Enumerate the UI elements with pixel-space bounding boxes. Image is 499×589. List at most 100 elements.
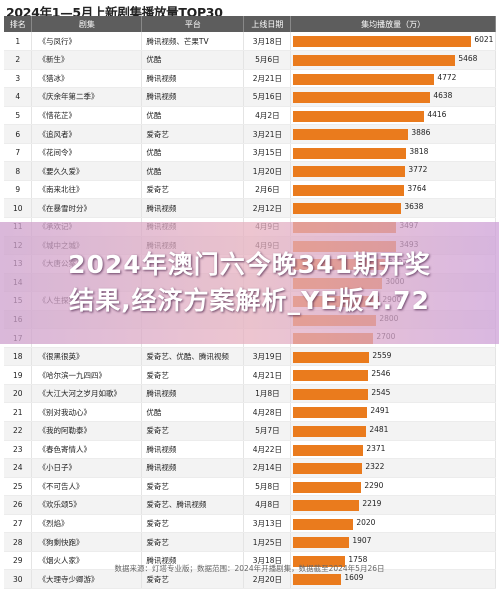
- date-cell: 2月6日: [243, 180, 292, 200]
- plays-bar: [293, 166, 406, 178]
- date-cell: 4月22日: [243, 440, 292, 460]
- show-name-cell: 《欢乐颂5》: [31, 495, 143, 515]
- date-cell: 2月21日: [243, 69, 292, 89]
- plays-bar: [293, 407, 368, 419]
- date-cell: 2月12日: [243, 198, 292, 218]
- header-row: 排名 剧集 平台 上线日期 集均播放量（万）: [4, 16, 496, 32]
- rank-cell: 24: [4, 458, 33, 478]
- rank-cell: 26: [4, 495, 33, 515]
- plays-bar-cell: 2322: [290, 458, 496, 478]
- header-show: 剧集: [31, 16, 143, 32]
- table-row: 25 《不可告人》 爱奇艺 5月8日 2290: [4, 477, 496, 497]
- platform-cell: 爱奇艺、优酷、腾讯视频: [141, 347, 245, 367]
- headline-line-2: 结果,经济方案解析_YE版4.72: [69, 286, 430, 315]
- show-name-cell: 《要久久爱》: [31, 161, 143, 181]
- table-row: 3 《猎冰》 腾讯视频 2月21日 4772: [4, 69, 496, 89]
- show-name-cell: 《烟火人家》: [31, 551, 143, 571]
- rank-cell: 18: [4, 347, 33, 367]
- rank-cell: 10: [4, 198, 33, 218]
- show-name-cell: 《我的阿勒泰》: [31, 421, 143, 441]
- plays-bar: [293, 129, 409, 141]
- show-name-cell: 《别对我动心》: [31, 402, 143, 422]
- date-cell: 3月18日: [243, 551, 292, 571]
- table-row: 10 《在暴雪时分》 腾讯视频 2月12日 3638: [4, 198, 496, 218]
- plays-value-label: 2290: [364, 480, 384, 490]
- rank-cell: 20: [4, 384, 33, 404]
- plays-value-label: 2371: [366, 443, 386, 453]
- plays-bar-cell: 1758: [290, 551, 496, 571]
- date-cell: 4月21日: [243, 365, 292, 385]
- show-name-cell: 《小日子》: [31, 458, 143, 478]
- plays-value-label: 2491: [370, 406, 390, 416]
- platform-cell: 优酷: [141, 50, 245, 70]
- platform-cell: 爱奇艺: [141, 477, 245, 497]
- show-name-cell: 《追风者》: [31, 124, 143, 144]
- platform-cell: 腾讯视频: [141, 198, 245, 218]
- rank-cell: 28: [4, 532, 33, 552]
- headline-banner: 2024年澳门六今晚341期开奖 结果,经济方案解析_YE版4.72: [0, 222, 499, 344]
- platform-cell: 优酷: [141, 143, 245, 163]
- show-name-cell: 《惜花芷》: [31, 106, 143, 126]
- plays-bar: [293, 463, 363, 475]
- date-cell: 1月20日: [243, 161, 292, 181]
- plays-bar-cell: 2546: [290, 365, 496, 385]
- rank-cell: 23: [4, 440, 33, 460]
- plays-bar: [293, 500, 360, 512]
- date-cell: 2月14日: [243, 458, 292, 478]
- show-name-cell: 《狗剩快跑》: [31, 532, 143, 552]
- platform-cell: 腾讯视频: [141, 458, 245, 478]
- rank-cell: 8: [4, 161, 33, 181]
- plays-bar-cell: 2371: [290, 440, 496, 460]
- date-cell: 5月8日: [243, 477, 292, 497]
- table-row: 27 《烈焰》 爱奇艺 3月13日 2020: [4, 514, 496, 534]
- plays-bar: [293, 351, 370, 363]
- platform-cell: 优酷: [141, 161, 245, 181]
- plays-bar: [293, 36, 472, 47]
- platform-cell: 爱奇艺、腾讯视频: [141, 495, 245, 515]
- plays-bar-cell: 3818: [290, 143, 496, 163]
- header-rank: 排名: [4, 16, 33, 32]
- show-name-cell: 《不可告人》: [31, 477, 143, 497]
- plays-bar-cell: 3764: [290, 180, 496, 200]
- table-row: 9 《南来北往》 爱奇艺 2月6日 3764: [4, 180, 496, 200]
- date-cell: 1月25日: [243, 532, 292, 552]
- table-row: 19 《哈尔滨一九四四》 爱奇艺 4月21日 2546: [4, 365, 496, 385]
- plays-value-label: 2322: [365, 462, 385, 472]
- plays-value-label: 6021: [474, 35, 494, 44]
- plays-value-label: 4772: [437, 72, 457, 82]
- rank-cell: 21: [4, 402, 33, 422]
- date-cell: 3月21日: [243, 124, 292, 144]
- table-row: 28 《狗剩快跑》 爱奇艺 1月25日 1907: [4, 532, 496, 552]
- platform-cell: 腾讯视频、芒果TV: [141, 32, 245, 52]
- plays-value-label: 2559: [372, 350, 392, 360]
- plays-value-label: 3886: [411, 128, 431, 138]
- table-row: 7 《花间令》 优酷 3月15日 3818: [4, 143, 496, 163]
- table-row: 6 《追风者》 爱奇艺 3月21日 3886: [4, 124, 496, 144]
- rank-cell: 1: [4, 32, 33, 52]
- table-row: 26 《欢乐颂5》 爱奇艺、腾讯视频 4月8日 2219: [4, 495, 496, 515]
- platform-cell: 爱奇艺: [141, 514, 245, 534]
- plays-value-label: 4638: [433, 91, 453, 101]
- plays-bar-cell: 1907: [290, 532, 496, 552]
- table-row: 22 《我的阿勒泰》 爱奇艺 5月7日 2481: [4, 421, 496, 441]
- rank-cell: 27: [4, 514, 33, 534]
- plays-bar: [293, 55, 456, 67]
- rank-cell: 9: [4, 180, 33, 200]
- plays-bar-cell: 4416: [290, 106, 496, 126]
- platform-cell: 爱奇艺: [141, 124, 245, 144]
- date-cell: 4月2日: [243, 106, 292, 126]
- plays-bar: [293, 518, 354, 530]
- plays-bar: [293, 110, 425, 122]
- date-cell: 3月15日: [243, 143, 292, 163]
- date-cell: 3月13日: [243, 514, 292, 534]
- plays-bar: [293, 184, 405, 196]
- table-row: 8 《要久久爱》 优酷 1月20日 3772: [4, 161, 496, 181]
- table-row: 23 《春色寄情人》 腾讯视频 4月22日 2371: [4, 440, 496, 460]
- show-name-cell: 《与凤行》: [31, 32, 143, 52]
- rank-cell: 3: [4, 69, 33, 89]
- plays-bar: [293, 203, 402, 215]
- rank-cell: 22: [4, 421, 33, 441]
- plays-bar: [293, 388, 369, 400]
- plays-bar-cell: 4638: [290, 87, 496, 107]
- plays-value-label: 1758: [348, 554, 368, 564]
